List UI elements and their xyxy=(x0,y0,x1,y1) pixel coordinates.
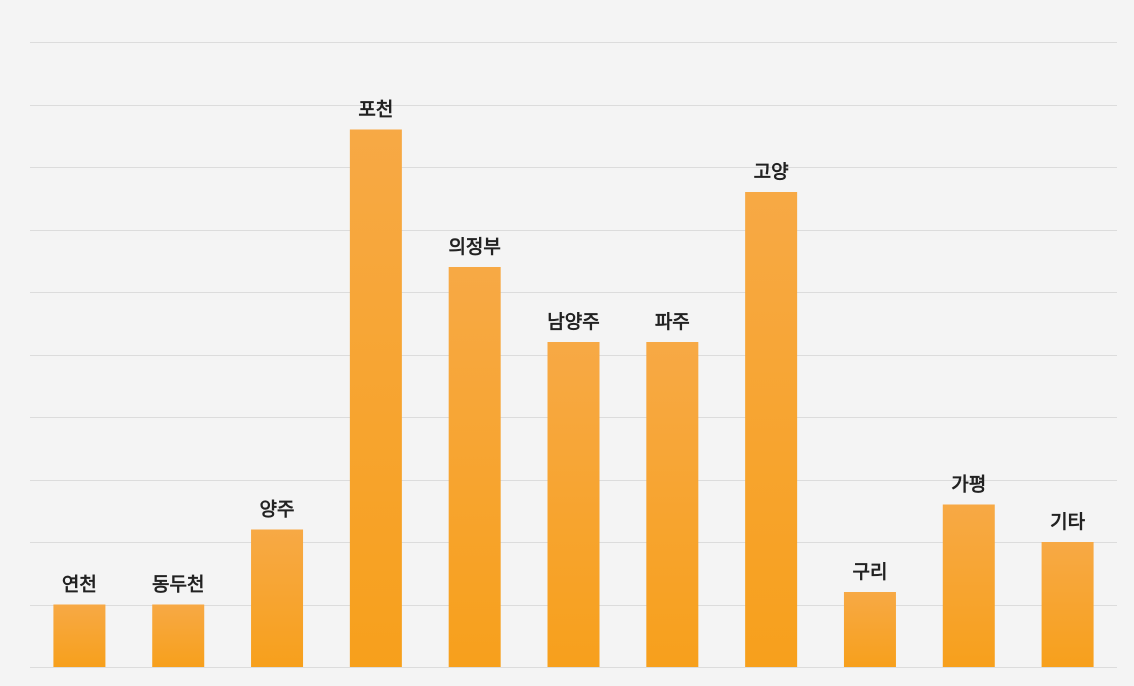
bar-label: 기타 xyxy=(1050,511,1085,533)
bar-label: 양주 xyxy=(260,499,295,521)
bars xyxy=(53,129,1094,667)
bar-label: 의정부 xyxy=(448,236,500,258)
bar-의정부 xyxy=(448,267,501,667)
bar-고양 xyxy=(745,192,798,667)
bar-label: 포천 xyxy=(358,99,393,121)
bar-남양주 xyxy=(547,342,600,667)
bar-label: 가평 xyxy=(951,474,986,496)
bar-양주 xyxy=(251,529,304,667)
bar-포천 xyxy=(349,129,402,667)
bar-label: 연천 xyxy=(62,574,97,596)
bar-파주 xyxy=(646,342,699,667)
bar-label: 구리 xyxy=(852,561,887,583)
bar-동두천 xyxy=(152,604,205,667)
bar-label: 동두천 xyxy=(152,574,204,596)
bar-가평 xyxy=(942,504,995,667)
bar-연천 xyxy=(53,604,106,667)
bar-label: 파주 xyxy=(655,311,690,333)
bar-구리 xyxy=(843,592,896,667)
bar-label: 남양주 xyxy=(547,311,599,333)
bar-기타 xyxy=(1041,542,1094,667)
bar-label: 고양 xyxy=(754,161,789,183)
